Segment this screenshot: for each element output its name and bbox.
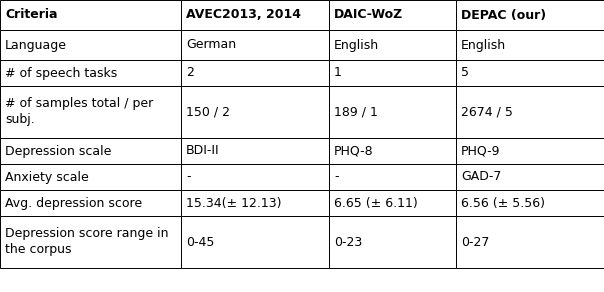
Text: PHQ-9: PHQ-9: [461, 145, 501, 157]
Text: -: -: [334, 171, 338, 183]
Text: -: -: [186, 171, 190, 183]
Text: 0-27: 0-27: [461, 236, 489, 248]
Text: 1: 1: [334, 67, 342, 79]
Text: Depression scale: Depression scale: [5, 145, 111, 157]
Text: 6.65 (± 6.11): 6.65 (± 6.11): [334, 197, 418, 209]
Bar: [0, 216, 181, 268]
Bar: [181, 164, 329, 190]
Text: 15.34(± 12.13): 15.34(± 12.13): [186, 197, 281, 209]
Text: 6.56 (± 5.56): 6.56 (± 5.56): [461, 197, 545, 209]
Bar: [0, 30, 181, 60]
Text: 2674 / 5: 2674 / 5: [461, 105, 513, 119]
Text: 5: 5: [461, 67, 469, 79]
Bar: [181, 86, 329, 138]
Text: PHQ-8: PHQ-8: [334, 145, 374, 157]
Bar: [329, 216, 456, 268]
Text: 0-45: 0-45: [186, 236, 214, 248]
Text: DEPAC (our): DEPAC (our): [461, 8, 546, 22]
Text: English: English: [461, 39, 506, 51]
Text: AVEC2013, 2014: AVEC2013, 2014: [186, 8, 301, 22]
Text: 0-23: 0-23: [334, 236, 362, 248]
Text: 2: 2: [186, 67, 194, 79]
Bar: [456, 60, 604, 86]
Bar: [329, 138, 456, 164]
Text: Criteria: Criteria: [5, 8, 57, 22]
Text: Avg. depression score: Avg. depression score: [5, 197, 142, 209]
Bar: [181, 0, 329, 30]
Bar: [456, 30, 604, 60]
Bar: [181, 60, 329, 86]
Text: BDI-II: BDI-II: [186, 145, 220, 157]
Text: 150 / 2: 150 / 2: [186, 105, 230, 119]
Bar: [456, 164, 604, 190]
Text: 189 / 1: 189 / 1: [334, 105, 378, 119]
Bar: [456, 216, 604, 268]
Bar: [0, 164, 181, 190]
Bar: [181, 138, 329, 164]
Text: English: English: [334, 39, 379, 51]
Bar: [181, 30, 329, 60]
Bar: [329, 190, 456, 216]
Bar: [329, 86, 456, 138]
Bar: [329, 60, 456, 86]
Bar: [456, 86, 604, 138]
Text: German: German: [186, 39, 236, 51]
Text: Anxiety scale: Anxiety scale: [5, 171, 89, 183]
Bar: [0, 138, 181, 164]
Bar: [181, 190, 329, 216]
Text: Depression score range in
the corpus: Depression score range in the corpus: [5, 227, 169, 256]
Text: Language: Language: [5, 39, 67, 51]
Bar: [0, 0, 181, 30]
Bar: [329, 0, 456, 30]
Bar: [0, 60, 181, 86]
Bar: [456, 138, 604, 164]
Bar: [329, 30, 456, 60]
Text: # of samples total / per
subj.: # of samples total / per subj.: [5, 98, 153, 126]
Bar: [0, 86, 181, 138]
Bar: [456, 0, 604, 30]
Bar: [181, 216, 329, 268]
Text: GAD-7: GAD-7: [461, 171, 501, 183]
Text: DAIC-WoZ: DAIC-WoZ: [334, 8, 403, 22]
Bar: [0, 190, 181, 216]
Bar: [456, 190, 604, 216]
Text: # of speech tasks: # of speech tasks: [5, 67, 117, 79]
Bar: [329, 164, 456, 190]
